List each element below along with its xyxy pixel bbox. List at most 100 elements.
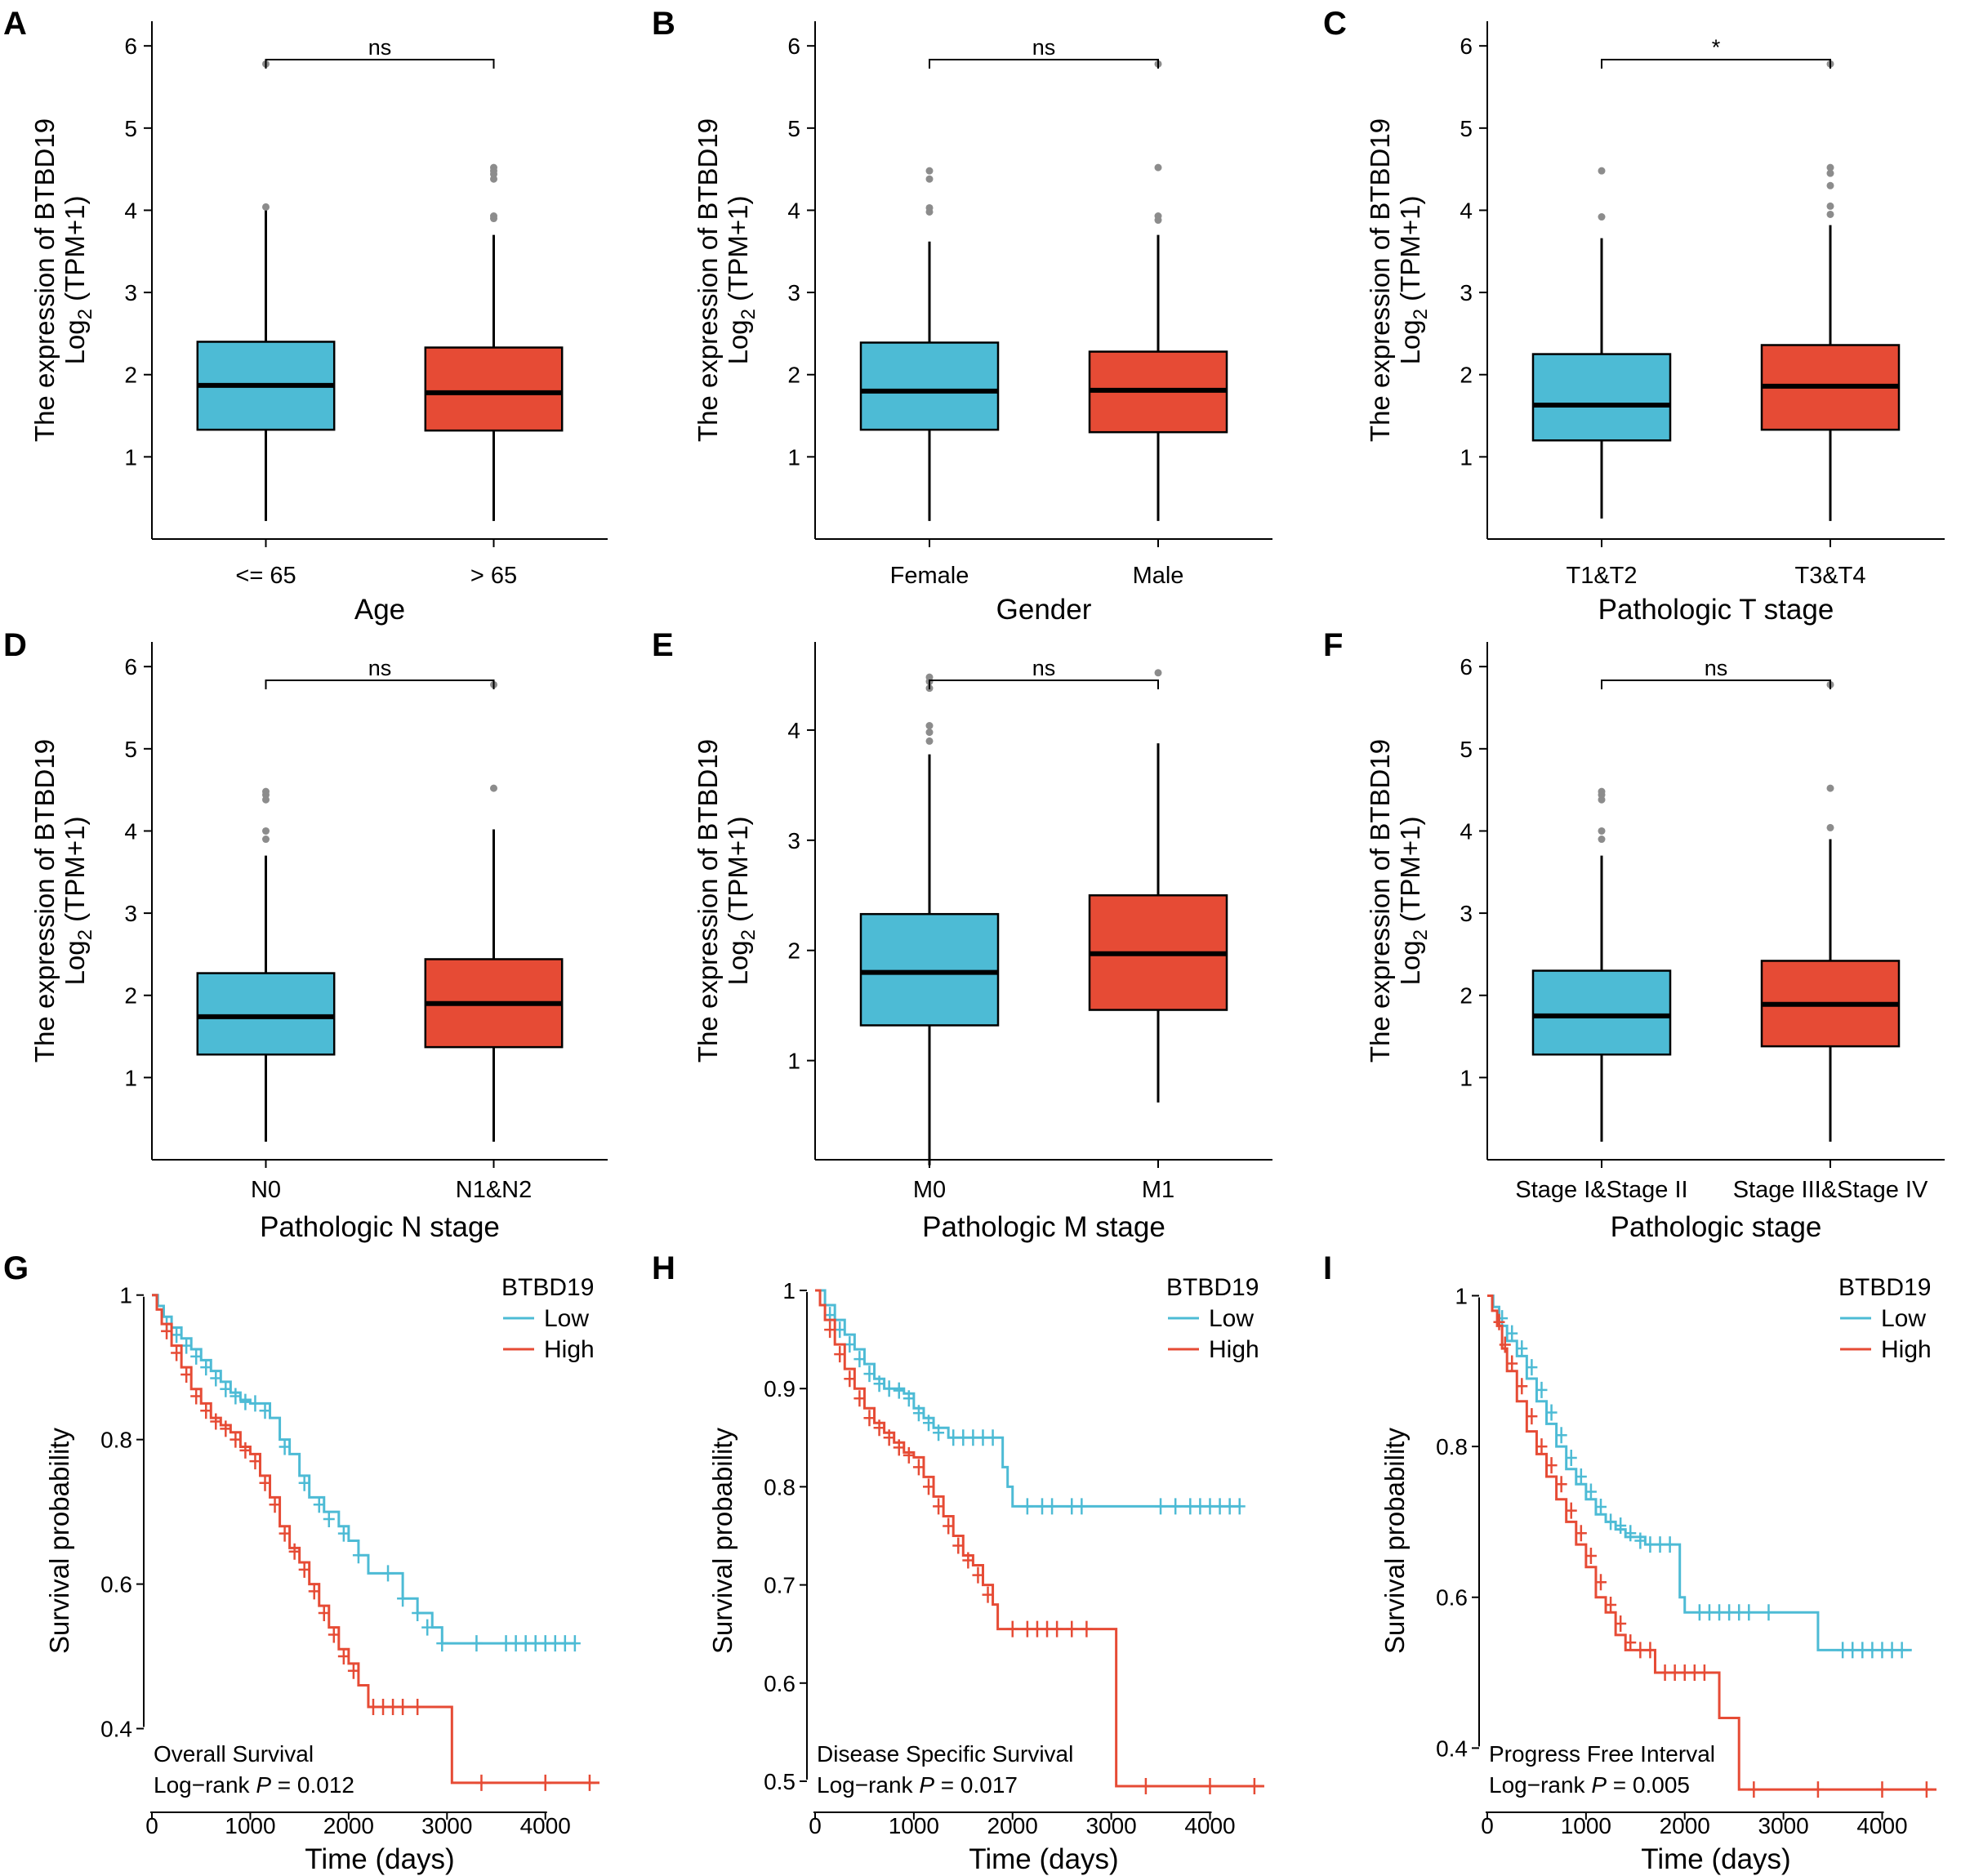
outlier-point bbox=[1598, 167, 1606, 175]
censor-mark bbox=[1625, 1525, 1637, 1542]
censor-mark bbox=[912, 1459, 925, 1476]
x-tick-label: 1000 bbox=[225, 1813, 275, 1838]
y-axis-label-subscript: 2 bbox=[74, 929, 96, 940]
legend-label: High bbox=[1881, 1336, 1932, 1363]
box-low bbox=[1531, 969, 1672, 1056]
x-tick-label: N1&N2 bbox=[456, 1177, 533, 1203]
censor-mark bbox=[1698, 1664, 1710, 1682]
legend-label: High bbox=[1209, 1336, 1259, 1363]
x-tick-label: T1&T2 bbox=[1566, 563, 1637, 589]
y-axis-label: The expression of BTBD19Log2 (TPM+1) bbox=[1365, 118, 1432, 442]
censor-mark bbox=[1584, 1483, 1597, 1500]
censor-mark bbox=[412, 1698, 424, 1715]
survival-type-label: Progress Free Interval bbox=[1489, 1741, 1715, 1767]
censor-mark bbox=[1920, 1781, 1932, 1798]
censor-mark bbox=[249, 1395, 261, 1412]
censor-mark bbox=[863, 1366, 876, 1383]
y-tick-label: 6 bbox=[124, 33, 137, 59]
logrank-prefix: Log−rank bbox=[817, 1772, 919, 1798]
censor-mark bbox=[181, 1366, 193, 1384]
censor-mark bbox=[853, 1390, 866, 1407]
y-tick-label: 3 bbox=[1460, 901, 1473, 926]
censor-mark bbox=[190, 1348, 203, 1365]
censor-mark bbox=[568, 1635, 581, 1652]
y-axis-label: The expression of BTBD19Log2 (TPM+1) bbox=[693, 118, 760, 442]
box-low bbox=[859, 912, 1000, 1027]
censor-mark bbox=[1214, 1498, 1226, 1515]
censor-mark bbox=[1535, 1381, 1548, 1398]
outlier-point bbox=[925, 722, 934, 730]
censor-mark bbox=[943, 1517, 955, 1535]
y-tick-label: 0.6 bbox=[100, 1572, 132, 1597]
y-axis-label: Survival probability bbox=[707, 1428, 738, 1654]
x-tick-label: 0 bbox=[1481, 1813, 1494, 1838]
censor-mark bbox=[1723, 1604, 1736, 1621]
x-axis-label: Pathologic stage bbox=[1611, 1211, 1822, 1243]
y-tick-label: 4 bbox=[787, 718, 800, 743]
censor-mark bbox=[1615, 1517, 1627, 1535]
censor-mark bbox=[323, 1510, 335, 1527]
outlier-point bbox=[925, 729, 934, 737]
censor-mark bbox=[1615, 1615, 1627, 1633]
logrank-p: P bbox=[919, 1772, 934, 1798]
censor-mark bbox=[1634, 1642, 1647, 1659]
censor-mark bbox=[982, 1586, 994, 1603]
censor-mark bbox=[397, 1698, 409, 1715]
x-tick-label: Male bbox=[1133, 563, 1184, 589]
y-tick-label: 2 bbox=[124, 983, 137, 1009]
censor-mark bbox=[1535, 1438, 1548, 1455]
censor-mark bbox=[952, 1537, 965, 1554]
censor-mark bbox=[912, 1405, 925, 1422]
box-low bbox=[859, 341, 1000, 431]
censor-mark bbox=[1644, 1536, 1656, 1553]
censor-mark bbox=[230, 1388, 242, 1405]
outlier-point bbox=[925, 167, 934, 175]
censor-mark bbox=[1021, 1620, 1033, 1638]
outlier-point bbox=[1826, 181, 1834, 189]
panel-letter: B bbox=[652, 6, 675, 42]
censor-mark bbox=[1545, 1457, 1558, 1474]
y-tick-label: 6 bbox=[1460, 654, 1473, 680]
y-tick-label: 4 bbox=[124, 198, 137, 223]
significance-label: ns bbox=[1032, 35, 1056, 60]
censor-mark bbox=[171, 1344, 183, 1361]
y-tick-label: 1 bbox=[787, 1049, 800, 1074]
censor-mark bbox=[279, 1525, 291, 1542]
y-axis-label-line1: The expression of BTBD19 bbox=[1365, 118, 1395, 442]
censor-mark bbox=[500, 1635, 512, 1652]
y-axis-label-subscript: 2 bbox=[74, 309, 96, 319]
y-tick-label: 3 bbox=[787, 280, 800, 305]
censor-mark bbox=[903, 1390, 915, 1407]
y-tick-label: 0.6 bbox=[764, 1671, 796, 1696]
censor-mark bbox=[1703, 1604, 1715, 1621]
censor-mark bbox=[1155, 1498, 1167, 1515]
y-axis-label-subscript: 2 bbox=[1410, 929, 1432, 940]
logrank-p: P bbox=[1591, 1772, 1607, 1798]
km-curve-high bbox=[1487, 1294, 1936, 1791]
censor-mark bbox=[1036, 1498, 1048, 1515]
box-high bbox=[424, 346, 564, 432]
censor-mark bbox=[933, 1424, 945, 1442]
x-axis-label: Pathologic N stage bbox=[260, 1211, 500, 1243]
censor-mark bbox=[1595, 1574, 1607, 1591]
censor-mark bbox=[1812, 1781, 1824, 1798]
y-tick-label: 1 bbox=[787, 444, 800, 470]
y-tick-label: 2 bbox=[787, 938, 800, 964]
y-axis-label-unit: (TPM+1) bbox=[60, 817, 90, 929]
censor-mark bbox=[1688, 1664, 1700, 1682]
y-axis-label-line2: Log bbox=[1395, 319, 1425, 364]
x-axis-label: Pathologic M stage bbox=[922, 1211, 1165, 1243]
y-axis-label-line2: Log bbox=[1395, 940, 1425, 985]
censor-mark bbox=[421, 1619, 434, 1636]
censor-mark bbox=[873, 1375, 885, 1393]
outlier-point bbox=[262, 203, 270, 211]
x-axis-label: Time (days) bbox=[969, 1843, 1118, 1875]
censor-mark bbox=[1644, 1642, 1656, 1659]
censor-mark bbox=[1545, 1404, 1558, 1421]
logrank-pvalue: Log−rank P = 0.005 bbox=[1489, 1772, 1690, 1798]
censor-mark bbox=[1516, 1340, 1528, 1357]
y-tick-label: 0.9 bbox=[764, 1376, 796, 1401]
y-axis-label-line1: The expression of BTBD19 bbox=[693, 118, 723, 442]
